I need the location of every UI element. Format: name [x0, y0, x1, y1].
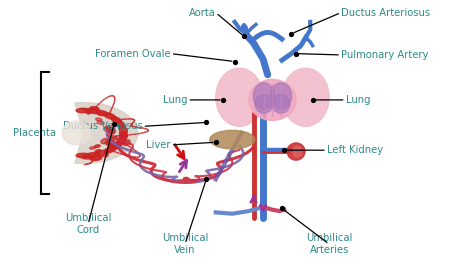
Text: Left Kidney: Left Kidney: [327, 145, 383, 155]
Ellipse shape: [104, 127, 111, 132]
Text: Foramen Ovale: Foramen Ovale: [95, 49, 171, 59]
Ellipse shape: [117, 121, 126, 129]
Ellipse shape: [90, 147, 95, 149]
Ellipse shape: [210, 130, 255, 149]
Polygon shape: [75, 103, 138, 163]
Ellipse shape: [82, 155, 92, 159]
Ellipse shape: [111, 142, 122, 149]
Ellipse shape: [119, 126, 128, 134]
Ellipse shape: [94, 145, 100, 148]
Ellipse shape: [249, 80, 296, 120]
Text: Pulmonary Artery: Pulmonary Artery: [341, 50, 428, 60]
Ellipse shape: [109, 144, 115, 147]
Ellipse shape: [272, 95, 290, 113]
Ellipse shape: [96, 118, 102, 121]
Ellipse shape: [89, 156, 101, 160]
Ellipse shape: [95, 150, 109, 156]
Ellipse shape: [97, 112, 105, 116]
Ellipse shape: [104, 113, 116, 119]
Text: Aorta: Aorta: [189, 8, 216, 18]
Ellipse shape: [86, 152, 100, 157]
Text: Umbilical
Arteries: Umbilical Arteries: [306, 233, 352, 255]
Ellipse shape: [122, 140, 130, 146]
Ellipse shape: [107, 127, 115, 134]
Ellipse shape: [216, 68, 263, 126]
Ellipse shape: [91, 156, 102, 160]
Ellipse shape: [119, 132, 128, 140]
Ellipse shape: [109, 146, 116, 149]
Ellipse shape: [106, 140, 114, 145]
Text: Umbilical
Cord: Umbilical Cord: [65, 214, 111, 235]
Text: Lung: Lung: [163, 95, 187, 105]
Ellipse shape: [270, 83, 292, 109]
Ellipse shape: [86, 109, 100, 114]
Ellipse shape: [62, 121, 91, 145]
Ellipse shape: [282, 68, 329, 126]
Ellipse shape: [108, 135, 116, 142]
Ellipse shape: [95, 110, 109, 116]
Text: Liver: Liver: [146, 140, 171, 150]
Ellipse shape: [120, 125, 124, 128]
Text: Ductus Venosus: Ductus Venosus: [63, 121, 143, 131]
Ellipse shape: [106, 126, 111, 130]
Ellipse shape: [293, 146, 302, 157]
Text: Placenta: Placenta: [12, 128, 55, 138]
Text: Ductus Arteriosus: Ductus Arteriosus: [341, 8, 430, 18]
Ellipse shape: [101, 138, 109, 144]
Ellipse shape: [110, 142, 117, 146]
Ellipse shape: [255, 95, 273, 113]
Ellipse shape: [104, 147, 116, 153]
Ellipse shape: [76, 153, 91, 158]
Text: Lung: Lung: [346, 95, 370, 105]
Ellipse shape: [97, 121, 104, 124]
Ellipse shape: [287, 143, 305, 160]
Ellipse shape: [117, 137, 126, 145]
Ellipse shape: [111, 117, 122, 124]
Ellipse shape: [253, 83, 274, 109]
Text: Umbilical
Vein: Umbilical Vein: [162, 233, 208, 255]
Ellipse shape: [90, 107, 99, 111]
Ellipse shape: [95, 150, 101, 152]
Ellipse shape: [123, 134, 128, 138]
Ellipse shape: [76, 108, 91, 113]
